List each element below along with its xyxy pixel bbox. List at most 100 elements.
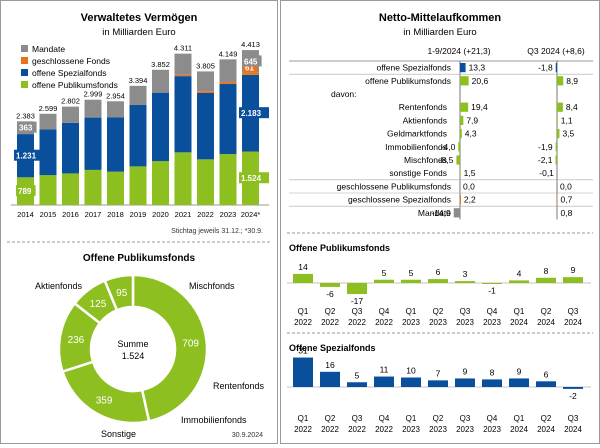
assets-bar-segment: [107, 117, 124, 171]
flows-row-label: offene Spezialfonds: [376, 63, 451, 73]
assets-year-label: 2024*: [241, 210, 261, 219]
quarterly-bar: [455, 378, 475, 387]
donut-date: 30.9.2024: [232, 432, 263, 439]
quarterly-axis-quarter: Q1: [514, 414, 525, 423]
flows-row-label: offene Publikumsfonds: [365, 76, 451, 86]
donut-slice-label: Immobilienfonds: [181, 415, 247, 425]
quarterly-bar: [563, 277, 583, 283]
flows-col2-header: Q3 2024 (+8,6): [527, 46, 585, 56]
quarterly-axis-year: 2022: [375, 318, 393, 327]
quarterly-axis-quarter: Q2: [433, 307, 444, 316]
quarterly-axis-quarter: Q2: [325, 307, 336, 316]
flows-value-q3: 0,8: [561, 208, 573, 218]
flows-value-ytd: 0,0: [463, 181, 475, 191]
donut-slice-label: Rentenfonds: [213, 381, 265, 391]
quarterly-bar: [347, 382, 367, 387]
flows-bar-ytd: [458, 142, 460, 151]
assets-bar-segment: [130, 86, 147, 105]
quarterly-axis-quarter: Q4: [379, 307, 390, 316]
legend-label-public: offene Publikumsfonds: [32, 80, 118, 90]
flows-bar-q3: [557, 76, 563, 85]
quarterly-axis-year: 2023: [483, 425, 501, 434]
flows-value-q3: -1,9: [538, 142, 553, 152]
assets-bar-segment: [197, 159, 214, 205]
legend-swatch-special: [21, 69, 28, 76]
assets-total-label: 3.852: [151, 60, 170, 69]
assets-bar-segment: [152, 93, 169, 161]
assets-bar-segment: [220, 84, 237, 154]
flows-value-ytd: 7,9: [466, 115, 478, 125]
flows-bar-ytd: [460, 76, 469, 85]
assets-year-label: 2022: [197, 210, 214, 219]
flows-value-ytd: -8,5: [439, 155, 454, 165]
quarterly-bar: [455, 281, 475, 283]
assets-data-label: 1.524: [241, 174, 262, 183]
left-panel-svg: Verwaltetes Vermögen in Milliarden Euro …: [1, 1, 277, 443]
quarterly-bar-value: 9: [571, 265, 576, 275]
flows-value-q3: 8,4: [566, 102, 578, 112]
assets-bar-segment: [197, 93, 214, 159]
assets-subtitle: in Milliarden Euro: [102, 27, 175, 38]
flows-bar-ytd: [460, 129, 462, 138]
assets-total-label: 4.311: [174, 44, 192, 53]
flows-row-label: Geldmarktfonds: [387, 129, 447, 139]
flows-title: Netto-Mittelaufkommen: [379, 12, 502, 24]
flows-bar-ytd: [454, 208, 460, 217]
quarterly-bar-value: 31: [298, 346, 308, 356]
assets-data-label: 789: [18, 187, 32, 196]
flows-value-q3: 0,7: [560, 195, 572, 205]
quarterly-axis-year: 2023: [456, 425, 474, 434]
quarterly-axis-quarter: Q1: [514, 307, 525, 316]
quarterly-bar-value: 5: [355, 370, 360, 380]
quarterly-axis-quarter: Q1: [298, 307, 309, 316]
quarterly-bar: [509, 280, 529, 283]
assets-bar-segment: [62, 123, 79, 174]
assets-year-label: 2020: [152, 210, 169, 219]
assets-year-label: 2018: [107, 210, 124, 219]
assets-total-label: 2.599: [39, 104, 58, 113]
flows-bar-q3: [556, 142, 557, 151]
assets-data-label: 363: [19, 124, 33, 133]
quarterly-bar-value: 16: [325, 360, 335, 370]
flows-bar-q3: [556, 155, 557, 164]
donut-slice-value: 709: [182, 339, 199, 350]
quarterly-bar-value: 4: [517, 268, 522, 278]
quarterly-axis-year: 2024: [564, 318, 582, 327]
donut-slice-label: Mischfonds: [189, 281, 235, 291]
quarterly-bar-value: 6: [544, 369, 549, 379]
quarterly-bar: [482, 379, 502, 387]
quarterly-axis-quarter: Q4: [487, 307, 498, 316]
quarterly-bar-value: 8: [490, 367, 495, 377]
assets-total-label: 2.999: [84, 90, 103, 99]
flows-value-q3: 0,0: [560, 181, 572, 191]
flows-bar-ytd: [460, 116, 463, 125]
flows-subtitle: in Milliarden Euro: [403, 27, 476, 38]
assets-year-label: 2017: [85, 210, 102, 219]
assets-total-label: 3.394: [129, 76, 148, 85]
flows-bar-q3: [557, 129, 559, 138]
quarterly-axis-year: 2024: [537, 318, 555, 327]
donut-slice-value: 95: [116, 288, 128, 299]
quarterly-axis-quarter: Q2: [541, 307, 552, 316]
public-flows-title: Offene Publikumsfonds: [289, 243, 390, 253]
quarterly-axis-quarter: Q3: [568, 414, 579, 423]
assets-bar-segment: [220, 82, 237, 84]
quarterly-bar: [509, 378, 529, 387]
donut-center-label: Summe: [117, 339, 148, 349]
quarterly-bar: [401, 378, 421, 388]
quarterly-axis-quarter: Q2: [325, 414, 336, 423]
quarterly-bar: [374, 280, 394, 283]
assets-bar-segment: [175, 75, 192, 76]
flows-value-q3: 3,5: [562, 129, 574, 139]
quarterly-bar: [536, 278, 556, 283]
assets-bar-segment: [62, 173, 79, 205]
quarterly-axis-year: 2023: [402, 318, 420, 327]
legend-label-special: offene Spezialfonds: [32, 68, 107, 78]
quarterly-bar: [293, 274, 313, 283]
donut-slice-label: Aktienfonds: [35, 281, 83, 291]
assets-bar-segment: [197, 91, 214, 93]
flows-bar-q3: [557, 116, 558, 125]
quarterly-axis-year: 2023: [456, 318, 474, 327]
